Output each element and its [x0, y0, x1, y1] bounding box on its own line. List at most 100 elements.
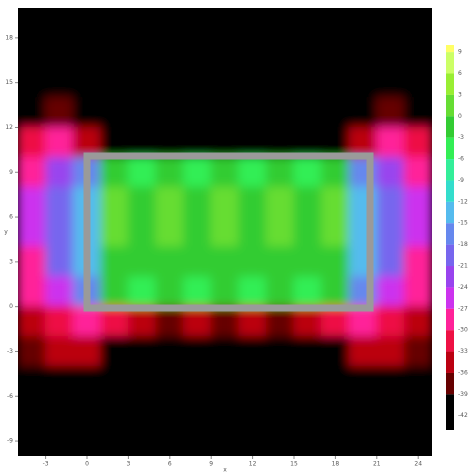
- contour-cell: [100, 67, 129, 99]
- contour-cell: [127, 67, 157, 99]
- contour-cell: [376, 156, 405, 188]
- contour-cell: [376, 8, 405, 39]
- contour-cell: [72, 336, 102, 367]
- contour-cell: [265, 216, 295, 248]
- contour-cell: [127, 336, 157, 367]
- contour-cell: [183, 246, 212, 278]
- colorbar-tick-label: -12: [458, 198, 468, 205]
- contour-cell: [321, 216, 350, 248]
- contour-cell: [238, 37, 267, 69]
- colorbar-tick-label: -18: [458, 241, 468, 248]
- contour-cell: [403, 246, 432, 278]
- contour-cell: [238, 186, 267, 218]
- contour-cell: [348, 8, 378, 39]
- building-wall: [83, 152, 374, 312]
- contour-cell: [45, 97, 74, 128]
- contour-cell: [18, 37, 47, 69]
- colorbar-band: [446, 137, 454, 160]
- contour-cell: [403, 276, 432, 308]
- contour-cell: [183, 8, 212, 39]
- contour-cell: [18, 246, 47, 278]
- contour-cell: [376, 67, 405, 99]
- x-tick-label: -3: [43, 461, 49, 468]
- contour-cell: [403, 186, 432, 218]
- contour-cell: [183, 97, 212, 128]
- contour-cell: [321, 67, 350, 99]
- contour-cell: [293, 395, 323, 427]
- contour-cell: [18, 216, 47, 248]
- contour-cell: [403, 365, 432, 397]
- contour-cell: [293, 276, 323, 308]
- contour-cell: [155, 156, 185, 188]
- colorbar-tick-label: -24: [458, 284, 468, 291]
- contour-cell: [265, 395, 295, 427]
- contour-cell: [210, 365, 240, 397]
- contour-cell: [210, 186, 240, 218]
- contour-cell: [183, 156, 212, 188]
- contour-cell: [72, 425, 102, 456]
- contour-cell: [127, 246, 157, 278]
- colorbar-tick-label: 6: [458, 70, 462, 77]
- contour-cell: [210, 67, 240, 99]
- contour-cell: [293, 425, 323, 456]
- contour-cell: [127, 156, 157, 188]
- contour-cell: [403, 37, 432, 69]
- x-axis-title: x: [223, 467, 227, 474]
- colorbar-tick-label: -6: [458, 156, 464, 163]
- contour-cell: [238, 97, 267, 128]
- contour-cell: [183, 186, 212, 218]
- contour-cell: [403, 216, 432, 248]
- contour-cell: [100, 246, 129, 278]
- contour-cell: [18, 97, 47, 128]
- contour-cell: [321, 336, 350, 367]
- x-tick-label: 21: [373, 461, 381, 468]
- contour-cell: [100, 186, 129, 218]
- contour-cell: [210, 216, 240, 248]
- contour-cell: [183, 425, 212, 456]
- contour-cell: [72, 97, 102, 128]
- contour-cell: [155, 37, 185, 69]
- contour-cell: [238, 395, 267, 427]
- x-tick-label: 18: [332, 461, 340, 468]
- y-tick-label: -6: [7, 393, 13, 400]
- contour-cell: [18, 156, 47, 188]
- contour-cell: [293, 365, 323, 397]
- contour-cell: [403, 67, 432, 99]
- contour-cell: [238, 246, 267, 278]
- colorbar-band: [446, 372, 454, 395]
- colorbar-tick-label: 3: [458, 91, 462, 98]
- contour-cell: [18, 67, 47, 99]
- y-tick-label: -9: [7, 438, 13, 445]
- colorbar-band: [446, 94, 454, 117]
- x-tick-label: 15: [290, 461, 298, 468]
- contour-cell: [321, 246, 350, 278]
- contour-cell: [238, 156, 267, 188]
- colorbar-band: [446, 244, 454, 267]
- contour-cell: [376, 186, 405, 218]
- contour-cell: [293, 67, 323, 99]
- x-tick-label: 24: [414, 461, 422, 468]
- contour-cell: [18, 126, 47, 158]
- contour-cell: [210, 8, 240, 39]
- y-tick-label: 12: [5, 124, 13, 131]
- y-tick-label: 6: [9, 214, 13, 221]
- colorbar-band: [446, 394, 454, 430]
- contour-cell: [265, 67, 295, 99]
- contour-cell: [100, 97, 129, 128]
- contour-cell: [293, 8, 323, 39]
- contour-cell: [45, 67, 74, 99]
- contour-cell: [72, 365, 102, 397]
- x-tick-label: 12: [249, 461, 257, 468]
- colorbar-band: [446, 287, 454, 309]
- colorbar-band: [446, 180, 454, 202]
- contour-cell: [376, 306, 405, 338]
- colorbar-band: [446, 116, 454, 138]
- contour-cell: [265, 37, 295, 69]
- contour-cell: [45, 37, 74, 69]
- contour-cell: [45, 365, 74, 397]
- contour-cell: [155, 336, 185, 367]
- contour-cell: [403, 336, 432, 367]
- contour-cell: [155, 8, 185, 39]
- contour-cell: [72, 37, 102, 69]
